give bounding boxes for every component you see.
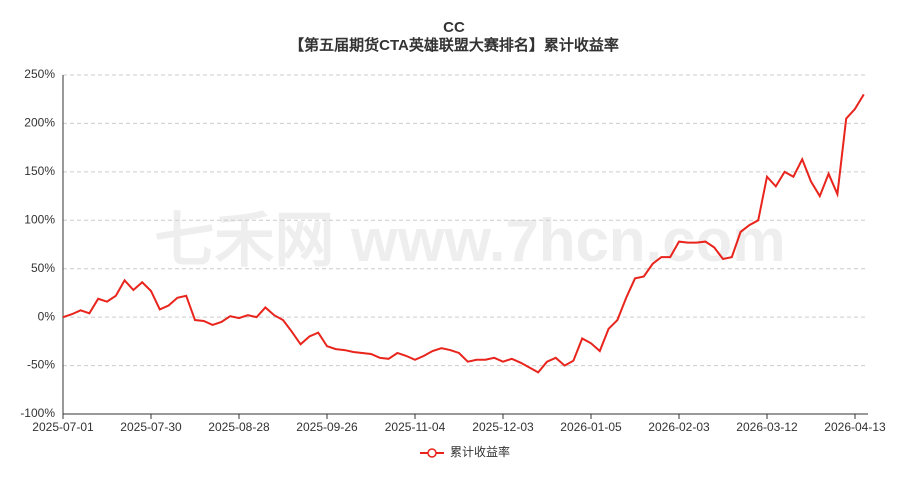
x-tick-label: 2025-09-26 — [296, 420, 358, 434]
y-tick-label: 0% — [38, 309, 56, 323]
x-tick-label: 2025-07-01 — [32, 420, 94, 434]
x-tick-label: 2026-01-05 — [560, 420, 622, 434]
legend-marker — [427, 448, 437, 458]
x-tick-label: 2025-08-28 — [208, 420, 270, 434]
y-tick-label: 200% — [24, 116, 55, 130]
chart-subtitle: 【第五届期货CTA英雄联盟大赛排名】累计收益率 — [289, 36, 619, 54]
x-tick-label: 2026-02-03 — [648, 420, 710, 434]
y-tick-label: -50% — [27, 358, 55, 372]
x-tick-label: 2025-11-04 — [385, 420, 446, 434]
watermark: 七禾网 www.7hcn.com — [154, 207, 785, 274]
y-tick-label: 100% — [24, 212, 55, 226]
legend-label: 累计收益率 — [450, 444, 510, 459]
y-tick-label: 250% — [24, 67, 55, 81]
chart-title: CC — [443, 19, 465, 36]
y-tick-label: 150% — [24, 164, 55, 178]
x-tick-label: 2026-03-12 — [736, 420, 798, 434]
x-tick-label: 2025-07-30 — [120, 420, 182, 434]
y-tick-label: -100% — [20, 406, 55, 420]
x-tick-label: 2025-12-03 — [472, 420, 534, 434]
y-tick-label: 50% — [31, 261, 55, 275]
series-line — [62, 93, 865, 374]
x-tick-label: 2026-04-13 — [824, 420, 886, 434]
